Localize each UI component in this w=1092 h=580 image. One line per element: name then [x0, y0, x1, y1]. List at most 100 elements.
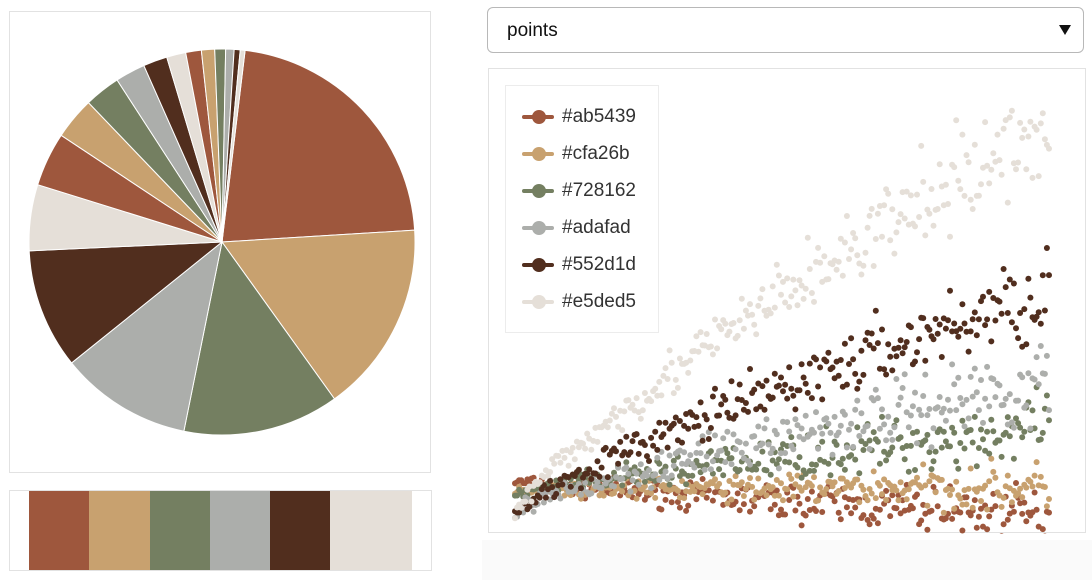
- scatter-point: [792, 416, 799, 423]
- scatter-point: [821, 253, 828, 260]
- legend-item[interactable]: #ab5439: [522, 102, 636, 132]
- scatter-point: [1041, 484, 1048, 490]
- scatter-point: [813, 356, 819, 363]
- scatter-point: [883, 186, 890, 193]
- scatter-point: [714, 345, 721, 352]
- scatter-point: [547, 469, 554, 475]
- scatter-point: [703, 416, 710, 423]
- scatter-point: [988, 338, 995, 345]
- scatter-point: [852, 370, 859, 377]
- scatter-point: [889, 492, 896, 499]
- scatter-point: [1033, 354, 1040, 361]
- pie-slice: [28, 241, 224, 364]
- scatter-point: [996, 382, 1003, 389]
- scatter-point: [691, 464, 698, 471]
- scatter-point: [775, 272, 782, 279]
- scatter-point: [765, 441, 772, 448]
- scatter-point: [856, 470, 863, 477]
- scatter-point: [1041, 136, 1048, 143]
- legend-item[interactable]: #e5ded5: [522, 287, 636, 317]
- scatter-point: [831, 498, 838, 505]
- scatter-point: [732, 412, 739, 419]
- scatter-point: [775, 492, 782, 499]
- legend-item[interactable]: #552d1d: [522, 250, 636, 280]
- scatter-point: [881, 366, 888, 373]
- scatter-point: [940, 405, 947, 412]
- scatter-point: [1043, 392, 1050, 399]
- scatter-point: [947, 233, 953, 240]
- scatter-point: [876, 425, 883, 432]
- scatter-point: [652, 471, 659, 478]
- scatter-point: [790, 446, 797, 453]
- scatter-point: [942, 438, 949, 445]
- scatter-point: [722, 396, 729, 403]
- scatter-point: [978, 377, 984, 383]
- scatter-point: [551, 460, 558, 467]
- scatter-point: [631, 464, 638, 471]
- scatter-point: [912, 358, 918, 365]
- scatter-point: [868, 490, 875, 497]
- scatter-point: [883, 457, 890, 464]
- scatter-point: [639, 407, 646, 414]
- scatter-point: [967, 512, 974, 519]
- scatter-point: [973, 524, 980, 531]
- chevron-down-icon: [1059, 25, 1071, 35]
- scatter-point: [934, 503, 941, 510]
- scatter-point: [922, 371, 929, 378]
- scatter-point: [516, 509, 523, 516]
- scatter-point: [578, 485, 584, 492]
- scatter-point: [759, 448, 766, 455]
- palette-swatch: [149, 491, 210, 570]
- legend-item[interactable]: #728162: [522, 176, 636, 206]
- scatter-point: [833, 266, 840, 273]
- scatter-point: [637, 415, 644, 422]
- scatter-point: [1035, 381, 1042, 388]
- scatter-point: [872, 495, 879, 502]
- scatter-point: [907, 324, 914, 331]
- scatter-point: [850, 356, 857, 363]
- scatter-point: [1008, 319, 1015, 326]
- scatter-point: [656, 378, 663, 385]
- scatter-point: [1046, 496, 1052, 502]
- scatter-point: [876, 460, 883, 467]
- scatter-point: [1002, 429, 1009, 436]
- scatter-point: [934, 206, 941, 212]
- scatter-point: [1037, 120, 1044, 127]
- scatter-point: [883, 371, 890, 378]
- scatter-point: [1027, 294, 1034, 301]
- scatter-point: [998, 171, 1005, 178]
- scatter-point: [868, 205, 875, 212]
- scatter-point: [728, 378, 735, 385]
- scatter-point: [922, 357, 929, 364]
- scatter-point: [848, 335, 855, 342]
- scatter-point: [848, 510, 855, 517]
- scatter-point: [582, 479, 589, 486]
- scatter-point: [907, 412, 914, 419]
- scatter-point: [773, 487, 780, 494]
- scatter-point: [629, 477, 636, 484]
- scatter-point: [621, 408, 628, 415]
- scatter-point: [971, 309, 978, 316]
- scatter-point: [957, 495, 964, 502]
- scatter-point: [666, 452, 673, 459]
- scatter-point: [963, 396, 970, 403]
- scatter-point: [613, 448, 619, 455]
- scatter-point: [1046, 145, 1052, 152]
- plot-type-select[interactable]: points: [487, 7, 1084, 53]
- scatter-point: [788, 385, 795, 392]
- scatter-point: [761, 425, 768, 432]
- scatter-point: [598, 464, 605, 471]
- scatter-point: [831, 413, 838, 420]
- scatter-point: [815, 445, 822, 452]
- scatter-point: [909, 403, 916, 410]
- legend-item[interactable]: #cfa26b: [522, 139, 630, 169]
- legend-item[interactable]: #adafad: [522, 213, 631, 243]
- scatter-point: [823, 415, 830, 422]
- scatter-point: [794, 493, 801, 500]
- scatter-point: [850, 443, 857, 450]
- scatter-point: [934, 330, 941, 337]
- scatter-point: [889, 444, 896, 451]
- scatter-point: [763, 467, 770, 474]
- scatter-point: [992, 503, 999, 510]
- scatter-point: [683, 481, 690, 488]
